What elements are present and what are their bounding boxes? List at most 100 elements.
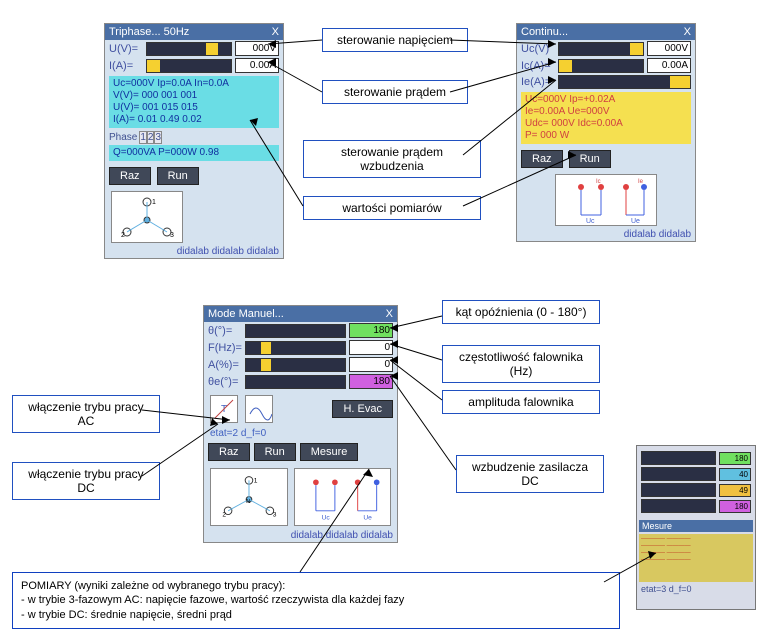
control-row: Uc(V)000V [517,40,695,57]
annot-amplituda: amplituda falownika [442,390,600,414]
annot-wartosci-pomiarow: wartości pomiarów [303,196,481,220]
slider-bar[interactable] [245,341,346,355]
slider-bar[interactable] [641,499,716,513]
value-box: 0.00A [647,58,691,73]
title: Triphase... 50Hz [109,26,189,38]
titlebar-triphase: Triphase... 50Hz X [105,24,283,40]
svg-text:2: 2 [222,511,226,518]
panel-triphase: Triphase... 50Hz X U(V)= 000V I(A)= 0.00A U… [104,23,284,259]
slider-bar[interactable] [558,75,691,89]
control-row: U(V)= 000V [105,40,283,57]
control-row: Ie(A)= [517,74,695,90]
row-label: Ic(A)= [521,60,555,72]
svg-text:N: N [246,499,250,505]
circuit-diagram-small: Uc Ue [294,468,391,526]
mesure-button[interactable]: Mesure [300,443,359,461]
control-row: 180 [639,450,753,466]
phase-diagram-small: 1 2 3 N [210,468,288,526]
run-button[interactable]: Run [254,443,296,461]
annot-tryb-dc: włączenie trybu pracy DC [12,462,160,500]
row-label: I(A)= [109,60,143,72]
slider-bar[interactable] [641,451,716,465]
value-box: 180 [719,500,751,513]
annot-tryb-ac: włączenie trybu pracy AC [12,395,160,433]
row-label: θ(°)= [208,325,242,337]
etat-text: etat=2 d_f=0 [204,428,397,439]
raz-button[interactable]: Raz [521,150,563,168]
slider-bar[interactable] [558,59,644,73]
value-box: 40 [719,468,751,481]
value-box: 0 [349,357,393,372]
row-label: θe(°)= [208,376,242,388]
circuit-diagram: Uc Ue Ic Ie [555,174,657,226]
close-icon[interactable]: X [272,26,279,38]
raz-button[interactable]: Raz [208,443,250,461]
svg-text:1: 1 [152,199,156,206]
control-row: I(A)= 0.00A [105,57,283,74]
row-label: A(%)= [208,359,242,371]
slider-bar[interactable] [146,59,232,73]
control-row: θ(°)= 180 [204,322,397,339]
run-button[interactable]: Run [157,167,199,185]
slider-bar[interactable] [641,467,716,481]
logo: didalab didalab [517,228,695,241]
title: Continu... [521,26,568,38]
value-box: 180 [349,323,393,338]
panel-mode-manuel: Mode Manuel... X θ(°)=180F(Hz)=0A(%)=0θe… [203,305,398,543]
svg-text:3: 3 [170,232,174,239]
logo: didalab didalab didalab [105,245,283,258]
row-label: U(V)= [109,43,143,55]
close-icon[interactable]: X [386,308,393,320]
svg-text:Ie: Ie [638,179,644,185]
annot-kat: kąt opóźnienia (0 - 180°) [442,300,600,324]
slider-bar[interactable] [245,375,346,389]
value-box: 0.00A [235,58,279,73]
hevac-button[interactable]: H. Evac [332,400,393,418]
row-label: F(Hz)= [208,342,242,354]
value-box: 000V [235,41,279,56]
control-row: Ic(A)= 0.00A [517,57,695,74]
control-row: 180 [639,498,753,514]
row-label: Ie(A)= [521,76,555,88]
slider-bar[interactable] [146,42,232,56]
phase-label: Phase [109,132,137,143]
svg-text:Uc: Uc [322,514,331,521]
close-icon[interactable]: X [684,26,691,38]
raz-button[interactable]: Raz [109,167,151,185]
pomiary-title: POMIARY (wyniki zależne od wybranego try… [21,579,611,593]
etat-thumb: etat=3 d_f=0 [637,584,755,594]
phase-diagram: 1 2 3 [111,191,183,243]
slider-bar[interactable] [641,483,716,497]
power-area: Q=000VA P=000W 0.98 [109,145,279,161]
logo: didalab didalab didalab [204,529,397,542]
annot-ster-napieciem: sterowanie napięciem [322,28,468,52]
annot-ster-wzbudzenia: sterowanie prądem wzbudzenia [303,140,481,178]
control-row: 40 [639,466,753,482]
pomiary-line2: - w trybie DC: średnie napięcie, średni … [21,608,611,622]
annot-wzbudzenie: wzbudzenie zasilacza DC [456,455,604,493]
pomiary-box: POMIARY (wyniki zależne od wybranego try… [12,572,620,629]
title: Mode Manuel... [208,308,284,320]
slider-bar[interactable] [245,358,346,372]
slider-bar[interactable] [558,42,644,56]
slider-bar[interactable] [245,324,346,338]
measure-area-thumb: ———— ———————— ———————— ———————— ———— [639,534,753,582]
phase-row: Phase 123 [105,130,283,145]
measure-area: Uc=000V Ip=+0.02AIe=0.00A Ue=000VUdc= 00… [521,92,691,144]
run-button[interactable]: Run [569,150,611,168]
control-row: 49 [639,482,753,498]
mode-ac-box[interactable]: T [210,395,238,423]
phase-button[interactable]: 1 [139,131,147,144]
annot-czest: częstotliwość falownika (Hz) [442,345,600,383]
value-box: 180 [719,452,751,465]
value-box: 000V [647,41,691,56]
value-box: 49 [719,484,751,497]
svg-text:Ue: Ue [631,218,640,225]
pomiary-line1: - w trybie 3-fazowym AC: napięcie fazowe… [21,593,611,607]
panel-thumb: 1804049180 Mesure ———— ———————— ————————… [636,445,756,610]
phase-button[interactable]: 3 [154,131,162,144]
panel-continu: Continu... X Uc(V)000VIc(A)=0.00AIe(A)= … [516,23,696,242]
svg-text:2: 2 [121,232,125,239]
svg-text:3: 3 [273,511,277,518]
mode-dc-box[interactable] [245,395,273,423]
